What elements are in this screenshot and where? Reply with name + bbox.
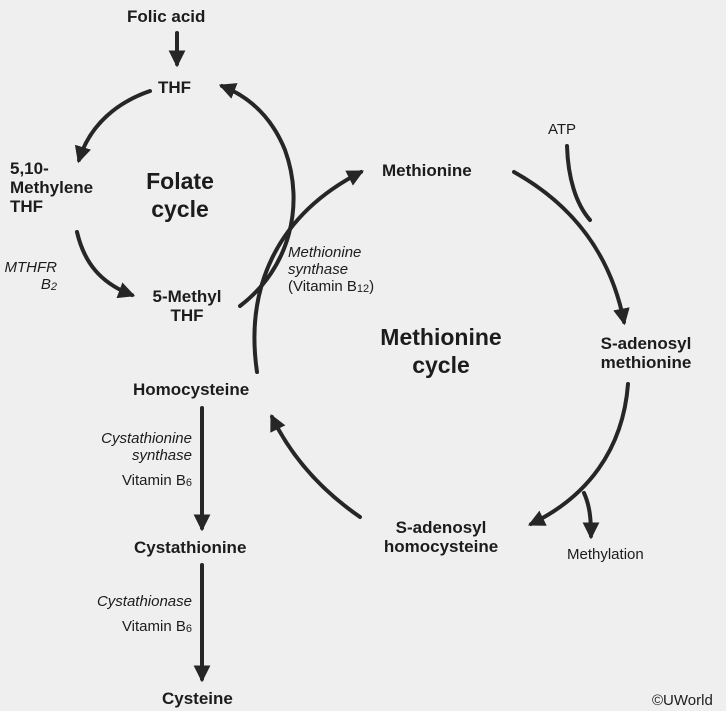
- cystathionase-label: Cystathionase Vitamin B6: [40, 593, 192, 636]
- sah-to-homocysteine-arrow: [270, 413, 362, 519]
- thf-to-methylene-thf-arrow: [74, 89, 152, 164]
- methylation-output-arrow: [582, 491, 600, 540]
- cystathionine-synthase-cofactor: Vitamin B6: [121, 471, 192, 489]
- methionine-cycle-line2: cycle: [412, 351, 470, 378]
- mthfr-cofactor: B2: [40, 275, 57, 293]
- methylene-thf-label: 5,10- Methylene THF: [10, 159, 93, 216]
- folate-cycle-line1: Folate: [146, 168, 214, 194]
- folate-cycle-line2: cycle: [151, 195, 209, 222]
- methionine-label: Methionine: [382, 161, 472, 180]
- cystathionine-synthase-line1: Cystathionine: [101, 430, 192, 447]
- sah-line1: S-adenosyl: [395, 518, 487, 537]
- cystathionine-synthase-line2: synthase: [131, 446, 192, 464]
- cystathionine-synthase-label: Cystathionine synthase Vitamin B6: [40, 430, 192, 489]
- sam-line1: S-adenosyl: [600, 334, 692, 353]
- homocysteine-to-methionine-arrow: [252, 170, 364, 374]
- methionine-synthase-line2: synthase: [288, 260, 349, 278]
- atp-input-line: [565, 144, 592, 222]
- copyright-label: ©UWorld: [652, 692, 713, 709]
- thf-label: THF: [158, 78, 192, 97]
- atp-label: ATP: [548, 121, 577, 138]
- methionine-cycle-line1: Methionine: [380, 324, 502, 350]
- methylene-thf-line1: 5,10-: [10, 159, 49, 178]
- methionine-to-sam-arrow: [512, 170, 630, 326]
- homocysteine-label: Homocysteine: [133, 380, 250, 399]
- cystathionine-label: Cystathionine: [134, 538, 247, 557]
- methyl-thf-to-thf-arrow: [218, 83, 296, 308]
- cystathionase-name: Cystathionase: [96, 593, 192, 610]
- folic-acid-label: Folic acid: [127, 7, 206, 26]
- mthfr-enzyme-label: MTHFR B2: [0, 259, 58, 294]
- methionine-synthase-line1: Methionine: [288, 244, 362, 261]
- methyl-thf-label: 5-Methyl THF: [137, 287, 237, 325]
- folate-cycle-title: Folate cycle: [120, 168, 240, 223]
- sam-line2: methionine: [600, 353, 692, 373]
- methionine-synthase-label: Methionine synthase (Vitamin B12): [288, 244, 375, 295]
- methyl-thf-line2: THF: [170, 306, 204, 326]
- sam-label: S-adenosyl methionine: [571, 334, 721, 372]
- sah-line2: homocysteine: [383, 537, 499, 557]
- cystathionase-cofactor: Vitamin B6: [121, 617, 192, 635]
- methionine-cycle-title: Methionine cycle: [356, 324, 526, 379]
- cysteine-label: Cysteine: [162, 689, 233, 708]
- mthfr-name: MTHFR: [4, 259, 58, 276]
- methyl-thf-line1: 5-Methyl: [152, 287, 222, 306]
- methionine-synthase-cofactor: (Vitamin B12): [288, 277, 375, 295]
- methylene-thf-line2: Methylene: [10, 178, 94, 198]
- sam-to-sah-arrow: [527, 382, 630, 526]
- sah-label: S-adenosyl homocysteine: [366, 518, 516, 556]
- methylation-label: Methylation: [567, 546, 644, 563]
- methylene-thf-to-methyl-thf-arrow: [75, 230, 136, 299]
- methylene-thf-line3: THF: [10, 197, 44, 217]
